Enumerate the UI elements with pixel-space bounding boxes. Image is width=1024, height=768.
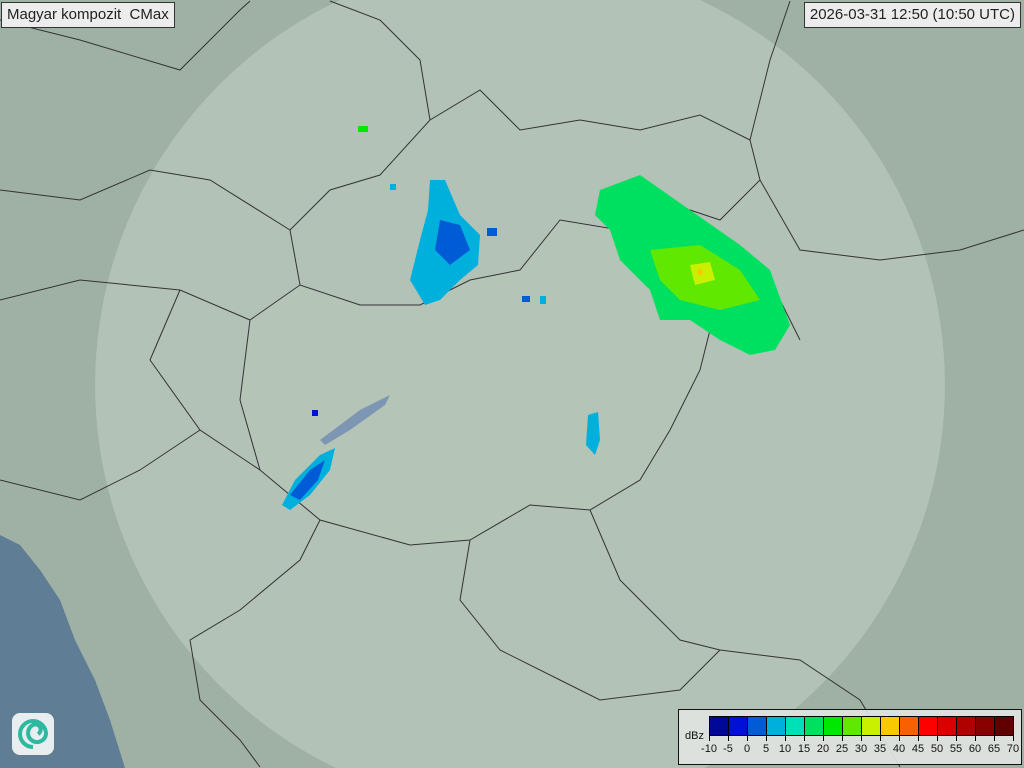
- lake-balaton: [320, 395, 390, 445]
- echo-small-6: [487, 228, 497, 236]
- legend-tick-mark: [956, 736, 957, 741]
- legend-tick-label: 0: [743, 743, 751, 755]
- legend-tick-mark: [899, 736, 900, 741]
- legend-tick-label: 50: [930, 743, 944, 755]
- legend-tick-mark: [1013, 736, 1014, 741]
- legend-color-cell: [995, 717, 1013, 735]
- legend-tick-label: 35: [873, 743, 887, 755]
- legend-color-cell: [938, 717, 957, 735]
- adriatic-sea: [0, 535, 125, 768]
- legend-tick-label: 20: [816, 743, 830, 755]
- legend-color-cell: [805, 717, 824, 735]
- legend-tick-label: 55: [949, 743, 963, 755]
- dbz-legend: dBz -10 -5 0 5 10 15 20 25 30 35 40 45 50 55 60 65 70: [678, 709, 1022, 765]
- legend-tick-label: 70: [1006, 743, 1020, 755]
- legend-tick-mark: [880, 736, 881, 741]
- legend-tick-mark: [747, 736, 748, 741]
- legend-tick-label: 65: [987, 743, 1001, 755]
- echo-small-2: [390, 184, 396, 190]
- legend-tick-mark: [937, 736, 938, 741]
- legend-color-cell: [729, 717, 748, 735]
- legend-tick-label: 10: [778, 743, 792, 755]
- legend-tick-mark: [785, 736, 786, 741]
- legend-color-cell: [710, 717, 729, 735]
- legend-tick-mark: [728, 736, 729, 741]
- legend-tick-label: 45: [911, 743, 925, 755]
- timestamp: 2026-03-31 12:50 (10:50 UTC): [803, 2, 1021, 28]
- swirl-logo-icon: [12, 713, 54, 755]
- legend-tick-mark: [823, 736, 824, 741]
- legend-color-cell: [862, 717, 881, 735]
- hungary-area: [240, 210, 720, 545]
- legend-color-cell: [881, 717, 900, 735]
- legend-unit: dBz: [685, 730, 704, 742]
- echo-northeast-max: [697, 269, 703, 275]
- legend-tick-label: 25: [835, 743, 849, 755]
- legend-color-cell: [900, 717, 919, 735]
- legend-tick-mark: [766, 736, 767, 741]
- legend-tick-label: 15: [797, 743, 811, 755]
- legend-color-bar: [709, 716, 1014, 736]
- echo-small-5: [312, 410, 318, 416]
- legend-tick-label: 30: [854, 743, 868, 755]
- legend-tick-label: -5: [723, 743, 733, 755]
- legend-color-cell: [919, 717, 938, 735]
- product-title: Magyar kompozit CMax: [1, 2, 175, 28]
- legend-color-cell: [767, 717, 786, 735]
- legend-tick-mark: [975, 736, 976, 741]
- legend-tick-mark: [861, 736, 862, 741]
- legend-tick-label: 60: [968, 743, 982, 755]
- legend-tick-mark: [709, 736, 710, 741]
- echo-southwest-inner: [290, 460, 325, 500]
- echo-small-1: [358, 126, 368, 132]
- echo-small-4: [540, 296, 546, 304]
- legend-tick-mark: [918, 736, 919, 741]
- legend-color-cell: [786, 717, 805, 735]
- legend-color-cell: [748, 717, 767, 735]
- legend-tick-mark: [842, 736, 843, 741]
- legend-color-cell: [824, 717, 843, 735]
- echo-small-3: [522, 296, 530, 302]
- legend-color-cell: [957, 717, 976, 735]
- legend-color-cell: [976, 717, 995, 735]
- legend-tick-label: 5: [762, 743, 770, 755]
- legend-tick-label: 40: [892, 743, 906, 755]
- echo-east-central: [586, 412, 600, 455]
- echo-north-central-inner: [435, 220, 470, 265]
- legend-color-cell: [843, 717, 862, 735]
- legend-ticks: -10 -5 0 5 10 15 20 25 30 35 40 45 50 55 60 65 70: [701, 736, 1019, 762]
- precipitation-echoes: [282, 126, 790, 510]
- legend-tick-mark: [994, 736, 995, 741]
- legend-tick-label: -10: [701, 743, 717, 755]
- legend-tick-mark: [804, 736, 805, 741]
